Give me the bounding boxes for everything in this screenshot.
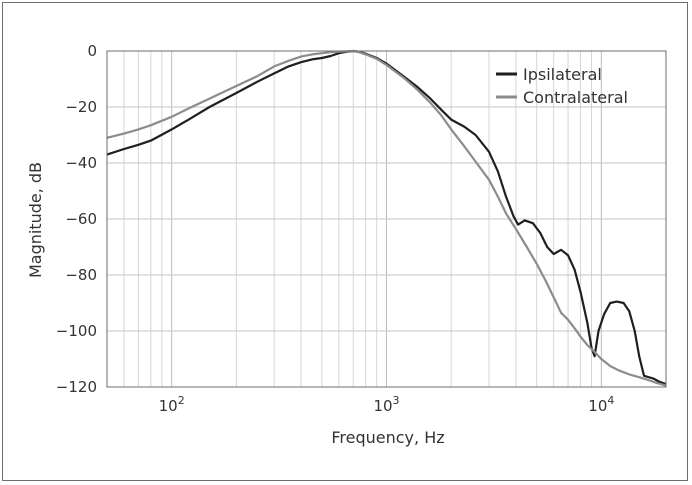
x-axis-tick-labels: 102 103 104 xyxy=(159,394,615,415)
figure-frame xyxy=(2,2,688,481)
x-axis-label: Frequency, Hz xyxy=(331,428,444,447)
y-tick-label: −20 xyxy=(65,98,97,116)
plot-area-border xyxy=(106,50,667,388)
x-tick-label: 103 xyxy=(373,394,399,415)
legend: Ipsilateral Contralateral xyxy=(496,65,628,107)
x-tick-label: 104 xyxy=(588,394,614,415)
y-tick-label: −120 xyxy=(56,378,97,396)
legend-label-contralateral: Contralateral xyxy=(523,88,628,107)
x-tick-label: 102 xyxy=(159,394,185,415)
legend-label-ipsilateral: Ipsilateral xyxy=(523,65,602,84)
y-tick-label: −100 xyxy=(56,322,97,340)
y-tick-label: −40 xyxy=(65,154,97,172)
y-axis-label: Magnitude, dB xyxy=(26,162,45,278)
series-lines xyxy=(106,49,667,387)
y-tick-label: −80 xyxy=(65,266,97,284)
y-tick-label: −60 xyxy=(65,210,97,228)
y-axis-tick-labels: 0 −20 −40 −60 −80 −100 −120 xyxy=(56,42,97,396)
series-line-ipsilateral xyxy=(106,49,667,386)
y-tick-label: 0 xyxy=(87,42,97,60)
series-line-contralateral xyxy=(106,49,667,387)
